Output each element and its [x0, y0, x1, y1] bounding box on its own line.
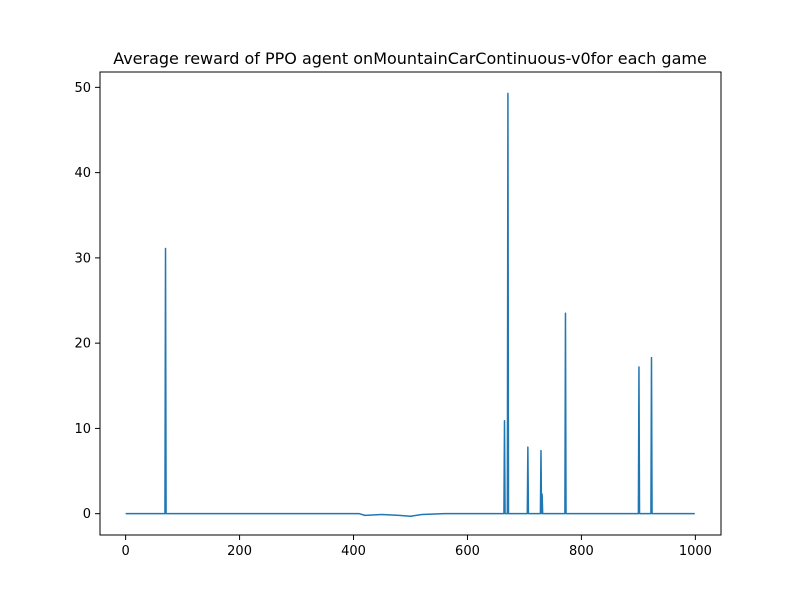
x-tick-label: 400: [341, 544, 366, 559]
x-tick-label: 1000: [679, 544, 712, 559]
plot-area: [100, 72, 721, 535]
chart-title: Average reward of PPO agent onMountainCa…: [113, 49, 707, 68]
plot-frame: [99, 71, 722, 536]
y-tick-label: 50: [74, 81, 91, 96]
x-tick-label: 0: [121, 544, 129, 559]
y-tick-label: 0: [83, 507, 91, 522]
y-tick-label: 10: [74, 422, 91, 437]
y-tick-label: 30: [74, 251, 91, 266]
series-lines: [125, 92, 695, 517]
x-tick-label: 800: [569, 544, 594, 559]
axis-ticks: 0 200 400 600 800 1000 0 10 20 30 40 50: [74, 81, 711, 559]
series-line: [125, 92, 695, 517]
y-tick-label: 20: [74, 337, 91, 352]
x-tick-label: 600: [455, 544, 480, 559]
x-tick-label: 200: [227, 544, 252, 559]
y-tick-label: 40: [74, 166, 91, 181]
